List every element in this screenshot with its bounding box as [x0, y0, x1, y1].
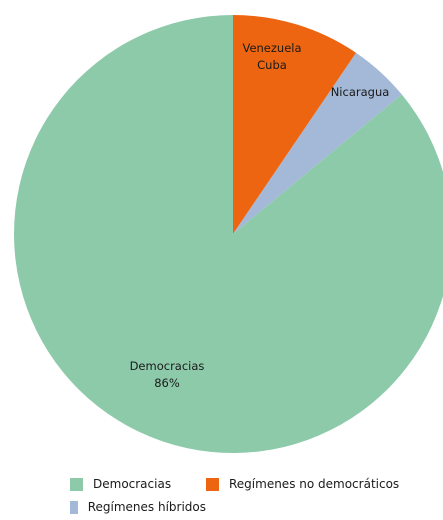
pie-slices	[14, 15, 443, 453]
pie-slice-democracias	[14, 15, 443, 453]
legend-label-regimenes-hibridos: Regímenes híbridos	[87, 500, 206, 514]
legend-item-regimenes-no-democraticos: Regímenes no democráticos	[206, 477, 399, 491]
slice-label-line: Venezuela	[242, 41, 301, 55]
chart-legend: Democracias Regímenes no democráticos Re…	[70, 474, 440, 520]
legend-item-democracias: Democracias	[70, 477, 206, 491]
legend-row: Regímenes híbridos	[70, 497, 440, 517]
slice-label-line: Cuba	[257, 58, 287, 72]
legend-label-democracias: Democracias	[93, 477, 172, 491]
slice-label-regimenes-hibridos: Nicaragua	[331, 85, 390, 99]
legend-swatch-regimenes-no-democraticos	[206, 477, 219, 491]
pie-slice-regimenes-no-democraticos	[233, 15, 357, 234]
slice-label-line: Democracias	[130, 359, 205, 373]
pie-slice-labels: Venezuela Cuba Nicaragua Democracias 86%	[130, 41, 390, 390]
pie-chart: Venezuela Cuba Nicaragua Democracias 86%	[14, 15, 443, 453]
legend-item-regimenes-hibridos: Regímenes híbridos	[70, 500, 206, 514]
legend-swatch-regimenes-hibridos	[70, 500, 78, 514]
legend-label-regimenes-no-democraticos: Regímenes no democráticos	[229, 477, 400, 491]
legend-row: Democracias Regímenes no democráticos	[70, 474, 440, 494]
legend-swatch-democracias	[70, 477, 83, 491]
pie-slice-regimenes-hibridos	[233, 52, 402, 234]
slice-label-democracias: Democracias 86%	[130, 359, 205, 390]
slice-label-regimenes-no-democraticos: Venezuela Cuba	[242, 41, 301, 72]
slice-label-line: 86%	[154, 376, 180, 390]
slice-label-line: Nicaragua	[331, 85, 390, 99]
